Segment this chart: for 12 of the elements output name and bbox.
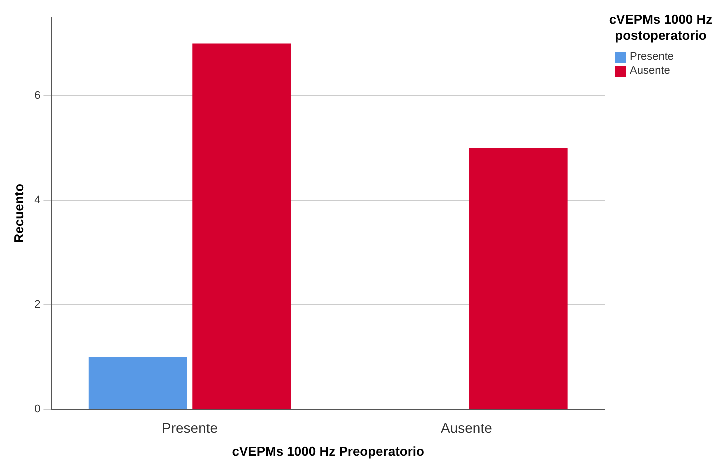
y-tick-label: 0 [34,404,41,416]
y-tick-label: 4 [34,194,41,207]
bar [469,148,568,410]
legend-label: Presente [630,50,674,64]
bar [192,44,292,410]
x-axis-title: cVEPMs 1000 Hz Preoperatorio [232,444,425,459]
legend-title: cVEPMs 1000 Hz postoperatorio [608,12,714,44]
y-axis-title: Recuento [11,184,26,244]
bar [88,357,188,410]
y-tick-label: 6 [34,90,41,102]
y-tick-label: 2 [34,299,41,312]
legend-label: Ausente [630,64,670,78]
